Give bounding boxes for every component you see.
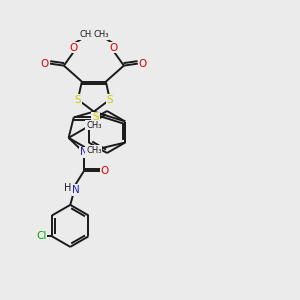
Text: O: O <box>100 166 109 176</box>
Text: S: S <box>74 94 81 105</box>
Text: N: N <box>72 185 80 195</box>
Text: O: O <box>70 43 78 52</box>
Text: CH₃: CH₃ <box>79 30 94 39</box>
Text: CH₃: CH₃ <box>86 146 102 155</box>
Text: CH₃: CH₃ <box>86 121 102 130</box>
Text: O: O <box>139 58 147 69</box>
Text: O: O <box>110 43 118 52</box>
Text: S: S <box>106 94 113 105</box>
Text: S: S <box>92 112 99 122</box>
Text: H: H <box>64 183 71 193</box>
Text: O: O <box>41 58 49 69</box>
Text: Cl: Cl <box>36 231 46 242</box>
Text: N: N <box>80 147 88 158</box>
Text: CH₃: CH₃ <box>93 30 109 39</box>
